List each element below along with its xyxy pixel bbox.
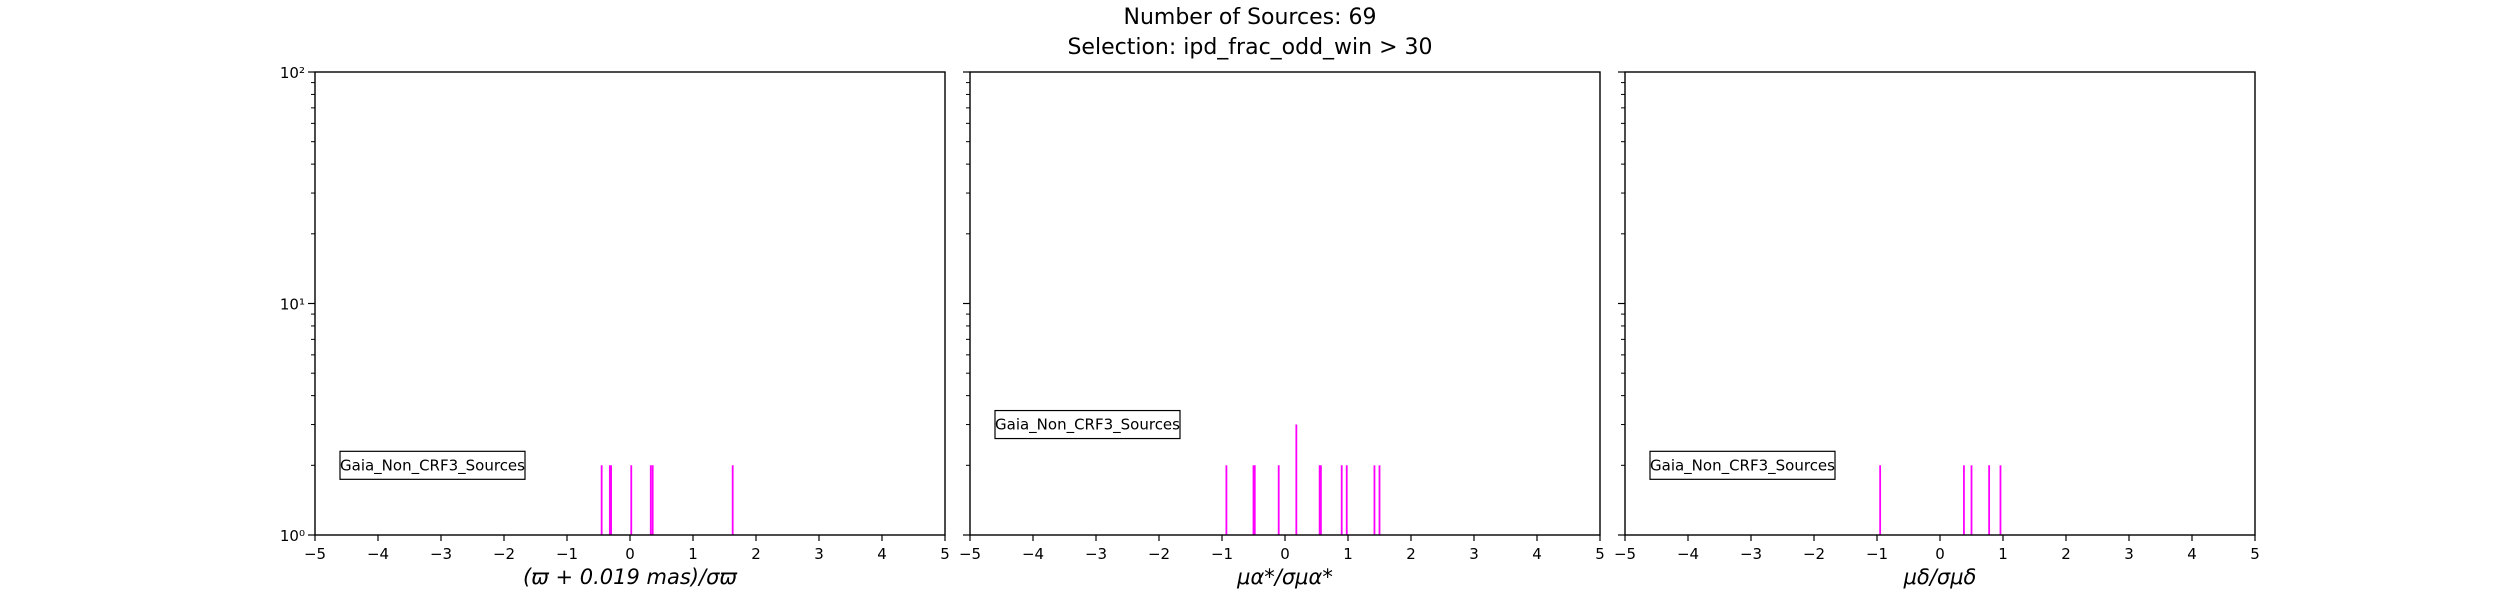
figure-title-line2: Selection: ipd_frac_odd_win > 30 (1067, 35, 1432, 60)
x-tick-label: 1 (1998, 545, 2008, 563)
x-tick-label: 5 (940, 545, 950, 563)
legend: Gaia_Non_CRF3_Sources (994, 409, 1181, 440)
x-axis-label: μα*/σμα* (1236, 565, 1333, 589)
panel-3: −5 −4 −3 −2 −1 0 1 2 3 4 5 μδ/σμδ Gaia_Non_CRF3_Sour… (1614, 71, 2260, 589)
legend-box (339, 450, 526, 480)
legend-label: Gaia_Non_CRF3_Sources (340, 456, 525, 475)
x-tick-label: 2 (1406, 545, 1416, 563)
x-tick-label: −1 (1211, 545, 1233, 563)
x-tick-label: −3 (1085, 545, 1107, 563)
x-tick-label: −3 (430, 545, 452, 563)
x-axis-label: μδ/σμδ (1903, 565, 1977, 589)
x-tick-label: 1 (688, 545, 698, 563)
x-tick-label: 1 (1343, 545, 1353, 563)
x-tick-label: 5 (1595, 545, 1605, 563)
panels: −5 −4 −3 −2 −1 0 1 2 3 4 5 10⁰ 10¹ 10² (ϖ + 0.019 mas)… (280, 64, 2260, 589)
legend: Gaia_Non_CRF3_Sources (339, 450, 526, 480)
axes-frame (969, 71, 1601, 536)
y-tick-label: 10² (280, 64, 305, 82)
x-tick-label: 3 (814, 545, 824, 563)
x-tick-label: 4 (1532, 545, 1542, 563)
legend-box (1649, 450, 1836, 480)
y-tick-label: 10⁰ (280, 527, 305, 545)
x-tick-label: −4 (1677, 545, 1699, 563)
legend-box (994, 409, 1181, 440)
x-tick-label: 3 (2124, 545, 2134, 563)
x-axis-label: (ϖ + 0.019 mas)/σϖ (523, 565, 738, 589)
x-tick-label: 3 (1469, 545, 1479, 563)
x-tick-label: −4 (367, 545, 389, 563)
panel-1: −5 −4 −3 −2 −1 0 1 2 3 4 5 10⁰ 10¹ 10² (ϖ + 0.019 mas)… (280, 64, 950, 589)
x-tick-label: 5 (2250, 545, 2260, 563)
x-tick-label: 0 (625, 545, 635, 563)
x-tick-label: −2 (1148, 545, 1170, 563)
figure-title-line1: Number of Sources: 69 (1124, 5, 1377, 30)
panel-2: −5 −4 −3 −2 −1 0 1 2 3 4 5 μα*/σμα* Gaia_Non_CRF3_So… (959, 71, 1605, 589)
x-tick-label: −1 (556, 545, 578, 563)
x-tick-label: −2 (493, 545, 515, 563)
x-tick-label: −5 (1614, 545, 1636, 563)
x-tick-label: 0 (1280, 545, 1290, 563)
y-tick-label: 10¹ (280, 296, 305, 314)
legend: Gaia_Non_CRF3_Sources (1649, 450, 1836, 480)
legend-label: Gaia_Non_CRF3_Sources (1650, 456, 1835, 475)
x-tick-label: −5 (959, 545, 981, 563)
x-tick-label: −3 (1740, 545, 1762, 563)
x-tick-label: 4 (2187, 545, 2197, 563)
x-tick-label: −4 (1022, 545, 1044, 563)
x-tick-label: −2 (1803, 545, 1825, 563)
x-tick-label: −5 (304, 545, 326, 563)
x-tick-label: 4 (877, 545, 887, 563)
legend-label: Gaia_Non_CRF3_Sources (995, 416, 1180, 435)
x-tick-label: 2 (751, 545, 761, 563)
x-tick-label: 2 (2061, 545, 2071, 563)
x-tick-label: −1 (1866, 545, 1888, 563)
x-tick-label: 0 (1935, 545, 1945, 563)
